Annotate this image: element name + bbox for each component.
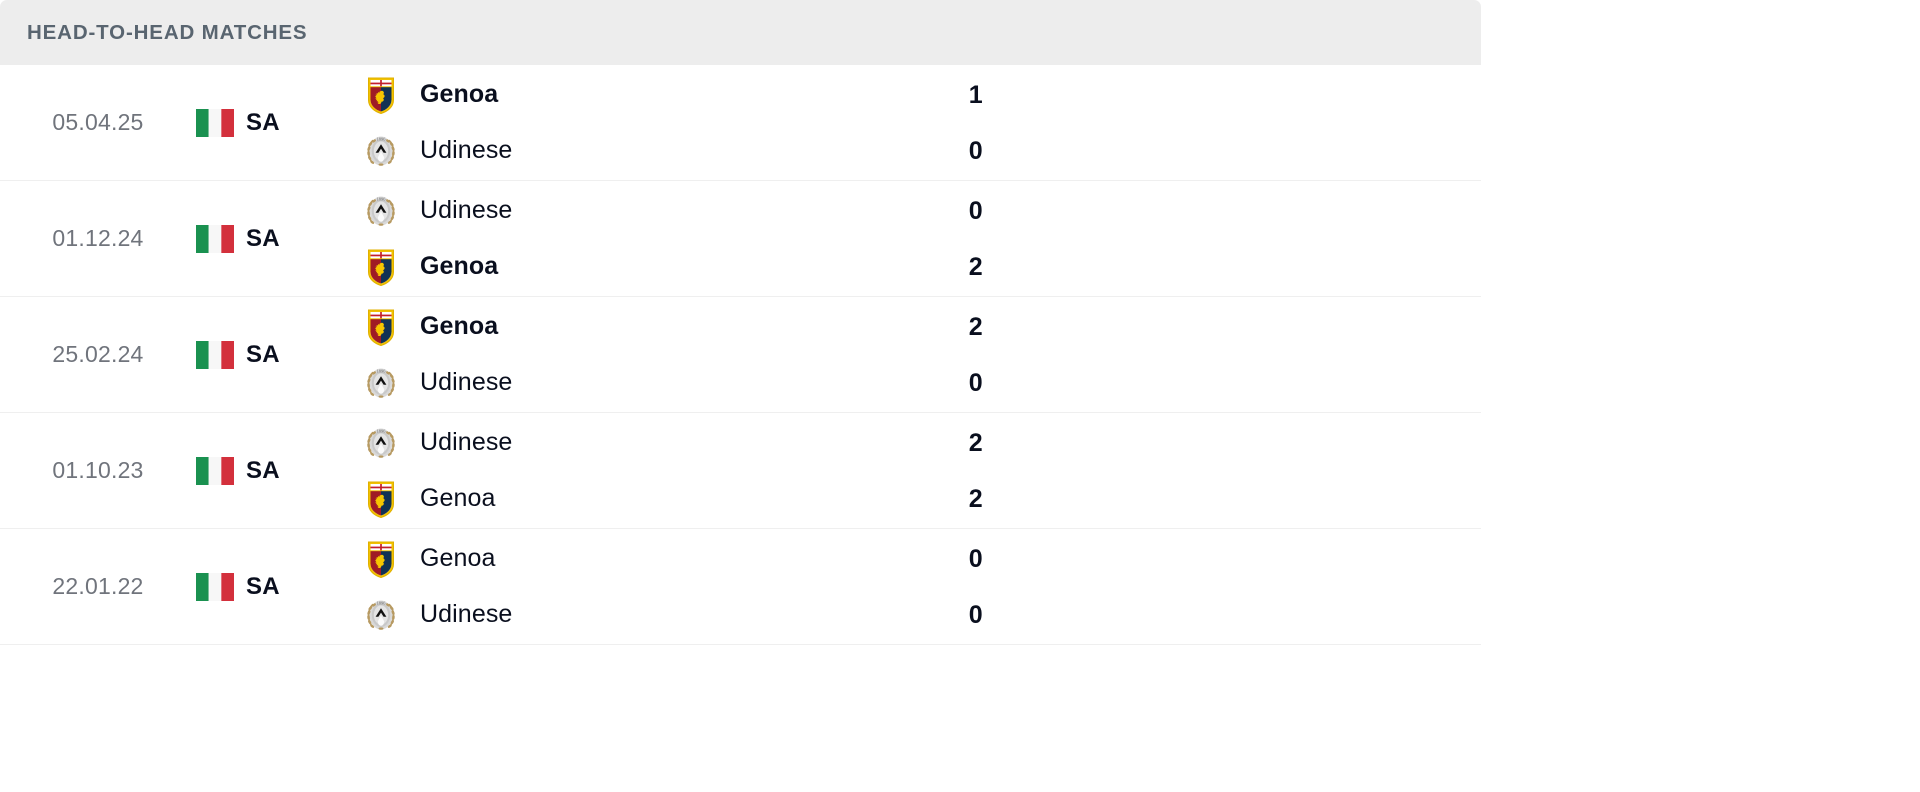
team-name: Udinese — [420, 428, 513, 456]
match-date: 01.12.24 — [52, 225, 144, 251]
competition-code: SA — [246, 108, 280, 136]
table-row[interactable]: 22.01.22 SA Genoa — [0, 529, 1481, 645]
score-away: 2 — [968, 484, 983, 513]
competition-cell[interactable]: SA — [196, 572, 346, 601]
match-list: 05.04.25 SA Genoa — [0, 65, 1481, 645]
score-away: 0 — [968, 600, 983, 629]
table-row[interactable]: 01.12.24 SA 1896 Udinese — [0, 181, 1481, 297]
competition-cell[interactable]: SA — [196, 224, 346, 253]
udinese-crest-icon: 1896 — [367, 196, 395, 226]
competition-cell[interactable]: SA — [196, 456, 346, 485]
udinese-crest-icon: 1896 — [367, 136, 395, 166]
team-away[interactable]: Genoa — [360, 478, 832, 520]
team-name: Genoa — [420, 80, 499, 108]
svg-text:1896: 1896 — [377, 428, 387, 433]
table-row[interactable]: 25.02.24 SA Genoa — [0, 297, 1481, 413]
team-home[interactable]: Genoa — [360, 306, 832, 348]
genoa-crest-icon — [368, 77, 394, 114]
udinese-crest-icon: 1896 — [367, 600, 395, 630]
team-away[interactable]: 1896 Udinese — [360, 362, 832, 404]
team-name: Genoa — [420, 312, 499, 340]
team-name: Udinese — [420, 600, 513, 628]
table-row[interactable]: 01.10.23 SA 1896 Udinese — [0, 413, 1481, 529]
team-name: Genoa — [420, 252, 499, 280]
score-home: 0 — [968, 544, 983, 573]
competition-code: SA — [246, 224, 280, 252]
team-home[interactable]: 1896 Udinese — [360, 422, 832, 464]
team-home[interactable]: 1896 Udinese — [360, 190, 832, 232]
score-away: 0 — [968, 368, 983, 397]
italy-flag-icon — [196, 224, 234, 253]
team-home[interactable]: Genoa — [360, 74, 832, 116]
svg-text:1896: 1896 — [377, 136, 387, 141]
competition-code: SA — [246, 340, 280, 368]
score-home: 1 — [968, 80, 983, 109]
teams-cell: Genoa 1896 Udinese — [346, 74, 832, 172]
team-name: Udinese — [420, 136, 513, 164]
italy-flag-icon — [196, 108, 234, 137]
score-away: 0 — [968, 136, 983, 165]
match-date: 22.01.22 — [52, 573, 144, 599]
team-away[interactable]: 1896 Udinese — [360, 594, 832, 636]
team-home[interactable]: Genoa — [360, 538, 832, 580]
genoa-crest-icon — [368, 309, 394, 346]
team-away[interactable]: 1896 Udinese — [360, 130, 832, 172]
match-date: 01.10.23 — [52, 457, 144, 483]
competition-code: SA — [246, 456, 280, 484]
teams-cell: Genoa 1896 Udinese — [346, 538, 832, 636]
competition-code: SA — [246, 572, 280, 600]
team-name: Genoa — [420, 544, 496, 572]
svg-text:1896: 1896 — [377, 196, 387, 201]
match-date: 25.02.24 — [52, 341, 144, 367]
italy-flag-icon — [196, 572, 234, 601]
competition-cell[interactable]: SA — [196, 108, 346, 137]
teams-cell: 1896 Udinese Genoa — [346, 422, 832, 520]
italy-flag-icon — [196, 340, 234, 369]
section-header: HEAD-TO-HEAD MATCHES — [0, 0, 1481, 65]
teams-cell: Genoa 1896 Udinese — [346, 306, 832, 404]
team-away[interactable]: Genoa — [360, 246, 832, 288]
competition-cell[interactable]: SA — [196, 340, 346, 369]
team-name: Genoa — [420, 484, 496, 512]
genoa-crest-icon — [368, 541, 394, 578]
udinese-crest-icon: 1896 — [367, 428, 395, 458]
svg-text:1896: 1896 — [377, 600, 387, 605]
table-row[interactable]: 05.04.25 SA Genoa — [0, 65, 1481, 181]
page-title: HEAD-TO-HEAD MATCHES — [27, 20, 308, 44]
teams-cell: 1896 Udinese Genoa — [346, 190, 832, 288]
score-away: 2 — [968, 252, 983, 281]
udinese-crest-icon: 1896 — [367, 368, 395, 398]
score-home: 2 — [968, 312, 983, 341]
score-home: 2 — [968, 428, 983, 457]
genoa-crest-icon — [368, 481, 394, 518]
team-name: Udinese — [420, 196, 513, 224]
italy-flag-icon — [196, 456, 234, 485]
score-home: 0 — [968, 196, 983, 225]
genoa-crest-icon — [368, 249, 394, 286]
team-name: Udinese — [420, 368, 513, 396]
match-date: 05.04.25 — [52, 109, 144, 135]
svg-text:1896: 1896 — [377, 368, 387, 373]
